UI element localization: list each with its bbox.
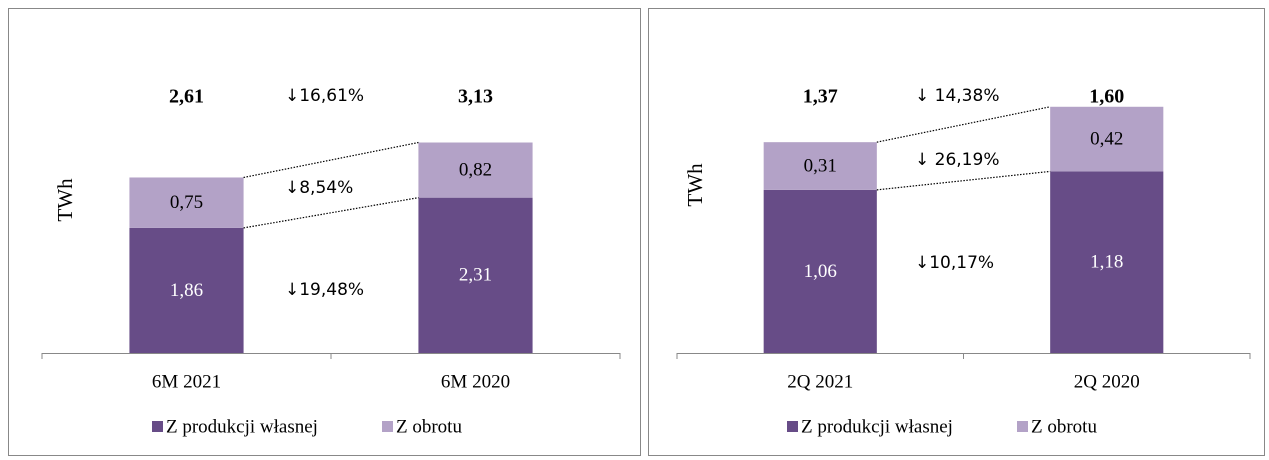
x-tick-label: 6M 2021 [152,371,221,392]
change-label: ↓10,17% [915,253,994,273]
bar-segment [129,177,244,228]
y-axis-label: TWh [53,178,77,222]
change-label: ↓19,48% [285,280,364,300]
legend-label: Z obrotu [396,416,462,437]
data-label: 1,06 [804,261,837,282]
legend-label: Z produkcji własnej [801,416,953,437]
data-label: 0,75 [170,192,203,213]
connector [243,197,419,229]
change-label: ↓8,54% [285,178,353,198]
x-tick-label: 2Q 2021 [787,371,853,392]
total-label: 2,61 [169,86,204,108]
data-label: 0,31 [804,155,837,176]
x-tick-label: 2Q 2020 [1074,371,1140,392]
connector [876,106,1051,143]
panel-frame [8,8,641,456]
bar-segment [763,142,877,190]
connector [243,141,419,179]
data-label: 0,42 [1090,128,1123,149]
bar-segment [1050,106,1164,172]
change-label: ↓16,61% [285,86,364,106]
change-label: ↓ 26,19% [915,150,999,170]
legend-label: Z produkcji własnej [166,416,318,437]
total-label: 1,37 [803,86,838,108]
total-label: 3,13 [458,86,493,108]
data-label: 0,82 [459,159,492,180]
data-label: 1,18 [1090,252,1123,273]
total-label: 1,60 [1089,86,1124,108]
change-label: ↓ 14,38% [915,86,999,106]
x-tick-label: 6M 2020 [441,371,510,392]
panel-frame [648,8,1265,456]
bar-segment [418,197,533,353]
data-label: 2,31 [459,265,492,286]
bar-segment [418,142,533,198]
legend-swatch [1017,421,1028,432]
bar-segment [763,189,877,353]
legend-swatch [382,421,393,432]
bar-segment [1050,171,1164,353]
y-axis-label: TWh [683,163,707,207]
legend-swatch [152,421,163,432]
legend-label: Z obrotu [1031,416,1097,437]
legend-swatch [787,421,798,432]
connector [876,170,1051,191]
bar-segment [129,227,244,353]
data-label: 1,86 [170,280,203,301]
